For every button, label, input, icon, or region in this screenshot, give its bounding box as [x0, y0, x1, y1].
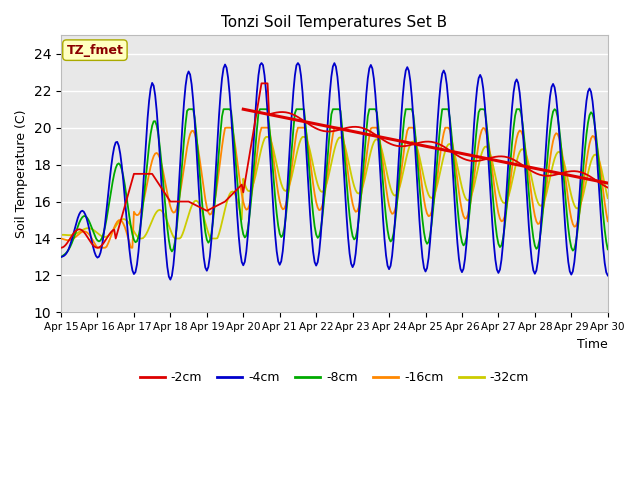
X-axis label: Time: Time	[577, 337, 608, 351]
Text: TZ_fmet: TZ_fmet	[67, 44, 124, 57]
Y-axis label: Soil Temperature (C): Soil Temperature (C)	[15, 109, 28, 238]
Legend: -2cm, -4cm, -8cm, -16cm, -32cm: -2cm, -4cm, -8cm, -16cm, -32cm	[134, 366, 534, 389]
Title: Tonzi Soil Temperatures Set B: Tonzi Soil Temperatures Set B	[221, 15, 447, 30]
